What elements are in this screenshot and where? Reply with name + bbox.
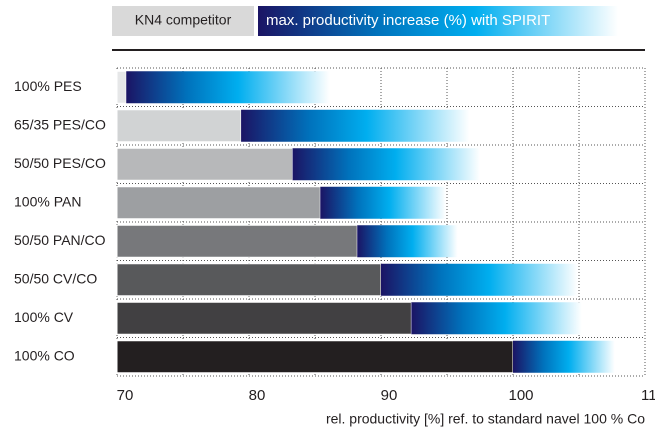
x-axis-label: rel. productivity [%] ref. to standard n… — [326, 411, 645, 427]
legend-swatch — [112, 6, 254, 36]
legend-label: KN4 competitor — [135, 12, 232, 28]
category-label: 100% PES — [14, 78, 82, 94]
category-label: 50/50 CV/CO — [14, 270, 97, 286]
bar — [381, 263, 578, 296]
legend-swatch — [258, 6, 618, 36]
bar — [513, 340, 615, 373]
bar — [116, 109, 242, 143]
category-label: 50/50 PES/CO — [14, 155, 106, 171]
category-label: 100% CV — [14, 309, 74, 325]
x-tick-label: 80 — [249, 387, 266, 404]
category-label: 65/35 PES/CO — [14, 116, 106, 132]
bar — [126, 71, 330, 104]
bar — [116, 263, 382, 297]
x-tick-label: 100 — [508, 387, 533, 404]
bar — [116, 147, 294, 181]
bar — [116, 186, 321, 220]
bar — [320, 186, 446, 219]
bar — [116, 70, 127, 104]
legend-label: max. productivity increase (%) with SPIR… — [266, 12, 550, 29]
x-tick-label: 90 — [381, 387, 398, 404]
bar — [292, 148, 480, 181]
category-label: 50/50 PAN/CO — [14, 232, 106, 248]
bar — [116, 340, 514, 374]
bar — [116, 301, 412, 335]
x-tick-label: 70 — [117, 387, 134, 404]
bar — [411, 302, 582, 335]
category-label: 100% CO — [14, 347, 75, 363]
bar — [357, 225, 458, 258]
x-tick-label: 110 — [641, 387, 655, 404]
bar — [241, 109, 470, 142]
category-label: 100% PAN — [14, 193, 81, 209]
bar — [116, 224, 358, 258]
